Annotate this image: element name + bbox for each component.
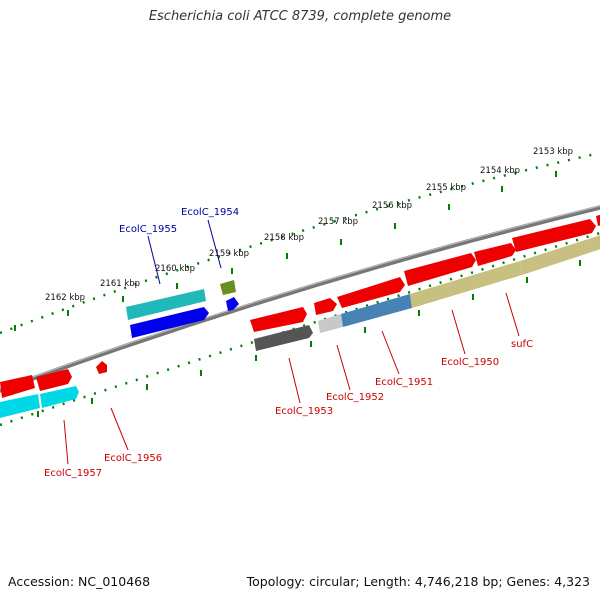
leader-line [207,219,222,269]
gene-arrow [520,235,600,275]
leader-line [63,419,69,465]
gene-arrow [250,307,307,332]
gene-label: EcolC_1956 [104,453,162,464]
gene-arrow [226,297,239,311]
scale-line-bottom [0,231,600,427]
gene-label: EcolC_1957 [44,468,102,479]
scale-label: 2156 kbp [372,201,412,211]
page-title: Escherichia coli ATCC 8739, complete gen… [148,9,452,24]
gene-arrow [126,289,206,320]
gene-arrow [96,361,107,374]
gene-arrow [474,243,516,266]
scale-label: 2155 kbp [426,183,466,193]
gene-label: EcolC_1950 [441,357,499,368]
leader-line [110,407,129,451]
scale-label: 2157 kbp [318,217,358,227]
scale-label: 2154 kbp [480,166,520,176]
gene-arrow [512,219,596,252]
accession-text: Accession: NC_010468 [8,574,151,589]
scale-line-top [0,151,600,335]
gene-label: EcolC_1951 [375,377,433,388]
genome-backbone-highlight [0,205,600,390]
gene-label: EcolC_1954 [181,207,239,218]
gene-arrow [220,280,236,295]
leader-line [505,292,520,337]
gene-label: sufC [511,339,533,350]
gene-arrow [0,375,35,398]
gene-arrow [130,307,209,338]
scale-label: 2158 kbp [264,233,304,243]
scale-label: 2162 kbp [45,293,85,303]
gene-arrow [410,261,522,308]
scale-ticks-top [14,171,557,331]
gene-arrow [404,253,476,286]
gene-arrow [0,394,40,418]
gene-arrow [337,277,405,308]
leader-line [381,330,400,375]
scale-ticks-bottom [37,260,581,417]
gene-arrow [36,369,72,391]
topology-text: Topology: circular; Length: 4,746,218 bp… [246,574,590,589]
genome-backbone [0,205,600,393]
gene-arrow [314,298,337,315]
scale-label: 2159 kbp [209,249,249,259]
scale-label: 2153 kbp [533,147,573,157]
gene-label: EcolC_1952 [326,392,384,403]
gene-arrow [318,314,343,333]
leader-line [288,357,301,404]
scale-label: 2161 kbp [100,279,140,289]
gene-arrow [40,386,79,408]
scale-label: 2160 kbp [155,264,195,274]
gene-arrow [341,294,412,327]
gene-label: EcolC_1955 [119,224,177,235]
gene-label: EcolC_1953 [275,406,333,417]
leader-line [451,309,466,355]
leader-line [147,235,161,285]
leader-line [336,344,351,391]
gene-arrow [596,214,600,226]
gene-arrow [254,325,313,351]
